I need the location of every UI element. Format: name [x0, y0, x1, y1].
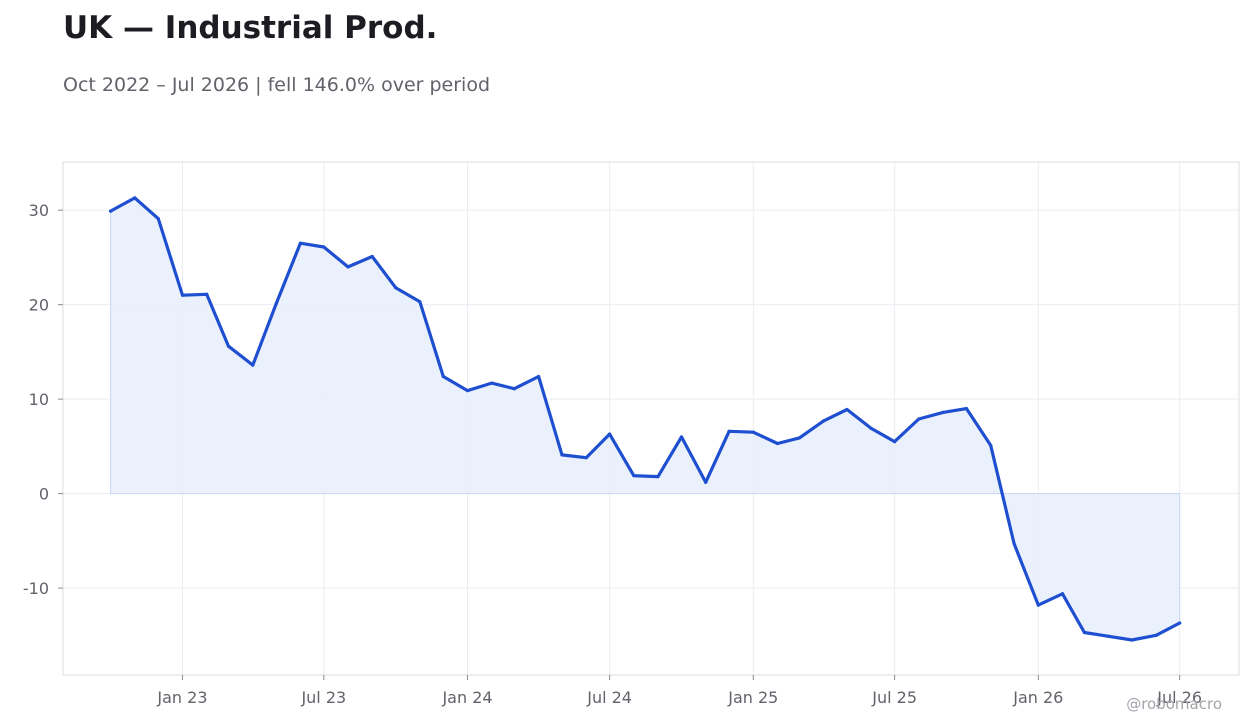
- x-tick-label: Jan 23: [156, 688, 207, 707]
- area-fill: [110, 197, 1181, 641]
- data-point: [133, 196, 137, 200]
- x-tick-label: Jul 25: [871, 688, 917, 707]
- data-point: [156, 217, 160, 221]
- data-point: [632, 474, 636, 478]
- x-tick-label: Jul 23: [300, 688, 346, 707]
- x-tick-label: Jul 24: [586, 688, 632, 707]
- data-point: [180, 293, 185, 297]
- y-axis-ticks: 30 20 10 0 -10: [23, 201, 63, 598]
- data-point: [584, 456, 588, 460]
- y-tick-label: -10: [23, 579, 49, 598]
- data-point: [536, 374, 541, 379]
- data-point: [656, 475, 660, 479]
- data-point: [1154, 633, 1158, 637]
- data-point: [512, 387, 516, 391]
- data-point: [1178, 621, 1182, 625]
- data-point: [346, 265, 350, 269]
- data-point: [869, 426, 873, 431]
- y-tick-label: 0: [39, 485, 49, 504]
- chart-title: UK — Industrial Prod.: [63, 10, 438, 46]
- x-tick-label: Jan 26: [1012, 688, 1063, 707]
- data-point: [490, 381, 494, 385]
- data-point: [226, 344, 231, 348]
- data-point: [322, 245, 326, 249]
- data-point: [560, 453, 564, 457]
- x-axis-ticks: Jan 23 Jul 23 Jan 24 Jul 24 Jan 25 Jul 25 Jan …: [156, 675, 1202, 707]
- data-point: [964, 406, 969, 411]
- data-point: [465, 389, 470, 393]
- data-point: [893, 440, 897, 444]
- data-point: [941, 410, 945, 414]
- data-point: [608, 432, 612, 436]
- data-point: [251, 363, 255, 367]
- data-point: [821, 419, 826, 423]
- data-point: [1082, 630, 1086, 635]
- data-point: [775, 441, 780, 446]
- data-point: [1060, 592, 1065, 596]
- data-point: [205, 292, 209, 296]
- data-point: [797, 436, 801, 440]
- data-point: [1036, 603, 1040, 607]
- y-tick-label: 20: [29, 296, 49, 315]
- data-point: [1130, 638, 1134, 642]
- data-points: [109, 196, 1182, 642]
- data-point: [1012, 542, 1016, 546]
- data-point: [727, 429, 731, 433]
- data-point: [370, 254, 374, 259]
- data-point: [394, 286, 398, 290]
- y-tick-label: 10: [29, 390, 49, 409]
- x-tick-label: Jul 26: [1156, 688, 1202, 707]
- data-point: [418, 300, 422, 304]
- series-line: [109, 196, 1182, 642]
- data-point: [274, 302, 278, 306]
- data-point: [989, 443, 993, 448]
- x-tick-label: Jan 24: [441, 688, 492, 707]
- data-point: [1106, 634, 1111, 638]
- chart-subtitle: Oct 2022 – Jul 2026 | fell 146.0% over p…: [63, 74, 491, 96]
- data-point: [298, 241, 302, 245]
- x-tick-label: Jan 25: [727, 688, 778, 707]
- data-point: [109, 209, 113, 213]
- y-tick-label: 30: [29, 201, 49, 220]
- plot-frame: [62, 161, 1240, 676]
- data-point: [917, 417, 921, 421]
- data-point: [679, 435, 684, 439]
- data-point: [704, 480, 708, 484]
- data-point: [751, 430, 755, 434]
- data-point: [845, 407, 849, 412]
- watermark: @robomacro: [1126, 695, 1222, 713]
- data-point: [441, 374, 445, 379]
